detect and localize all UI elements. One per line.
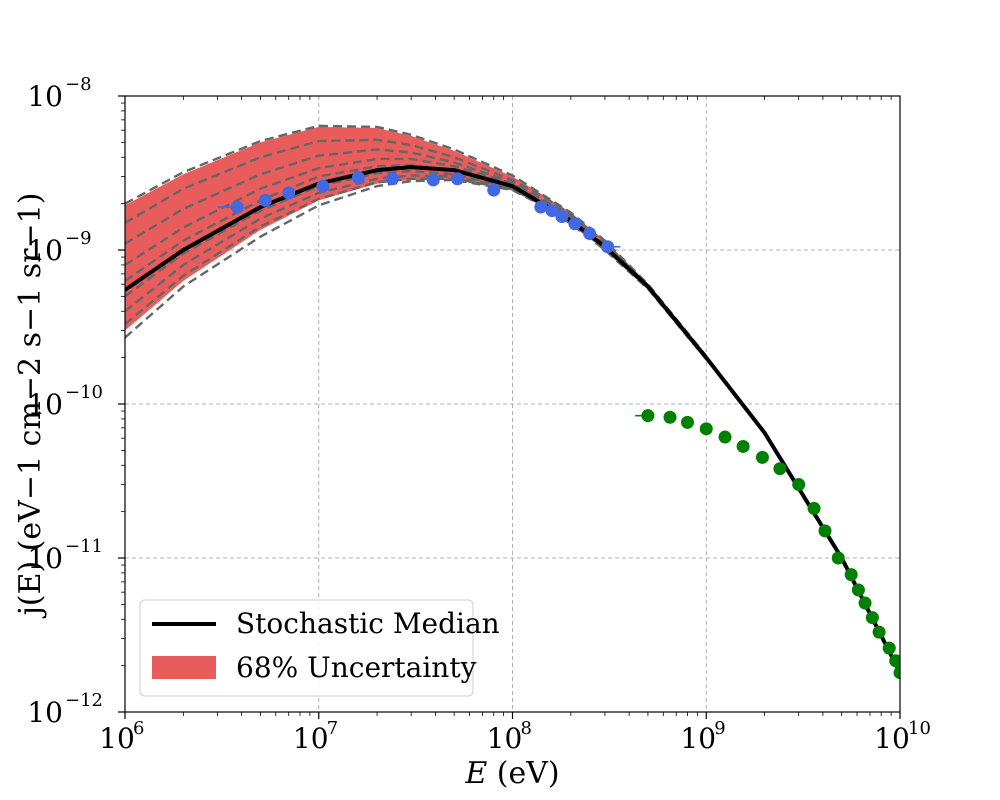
- green-data-point: [893, 666, 900, 680]
- green-data-point: [755, 450, 769, 464]
- blue-data-point: [426, 173, 440, 187]
- x-tick-label: 10: [293, 722, 329, 755]
- x-axis-label: E (eV): [464, 756, 559, 791]
- legend: Stochastic Median 68% Uncertainty: [139, 599, 500, 697]
- green-data-point: [872, 625, 886, 639]
- blue-data-point: [351, 171, 365, 185]
- realisation-dashed-curve: [125, 178, 708, 361]
- y-tick-label: 10: [27, 696, 63, 729]
- y-tick-exponent: −9: [65, 228, 92, 249]
- blue-data-point: [534, 200, 548, 214]
- blue-data-point: [601, 240, 615, 254]
- legend-median-label: Stochastic Median: [236, 607, 500, 640]
- y-tick-exponent: −12: [65, 690, 103, 711]
- blue-data-point: [487, 183, 501, 197]
- green-data-point: [807, 501, 821, 515]
- y-tick-label: 10: [27, 234, 63, 267]
- green-data-point: [865, 611, 879, 625]
- blue-data-point: [258, 193, 272, 207]
- uncertainty-band: [125, 126, 648, 331]
- green-data-point: [773, 462, 787, 476]
- plot-area: [125, 124, 900, 680]
- blue-data-point: [230, 200, 244, 214]
- green-data-point: [641, 409, 655, 423]
- realisation-dashed-curve: [125, 169, 708, 360]
- blue-data-point: [385, 172, 399, 186]
- blue-data-point: [316, 179, 330, 193]
- x-tick-label: 10: [680, 722, 716, 755]
- green-data-point: [663, 410, 677, 424]
- green-data-point: [882, 641, 896, 655]
- x-tick-exponent: 7: [327, 718, 338, 739]
- x-tick-exponent: 9: [714, 718, 725, 739]
- legend-band-label: 68% Uncertainty: [236, 651, 477, 684]
- realisation-dashed-curve: [125, 124, 708, 357]
- x-tick-label: 10: [487, 722, 523, 755]
- median-curve: [125, 165, 900, 674]
- green-data-point: [699, 422, 713, 436]
- x-tick-label: 10: [99, 722, 135, 755]
- blue-data-point: [583, 226, 597, 240]
- x-tick-exponent: 10: [908, 718, 931, 739]
- green-data-point: [851, 583, 865, 597]
- blue-data-point: [282, 186, 296, 200]
- y-tick-exponent: −10: [65, 382, 103, 403]
- y-tick-label: 10: [27, 388, 63, 421]
- y-tick-label: 10: [27, 542, 63, 575]
- x-tick-exponent: 6: [133, 718, 144, 739]
- legend-box: [139, 599, 474, 697]
- green-data-point: [680, 415, 694, 429]
- y-tick-exponent: −8: [65, 74, 92, 95]
- x-tick-exponent: 8: [521, 718, 532, 739]
- x-tick-label: 10: [874, 722, 910, 755]
- blue-data-point: [568, 217, 582, 231]
- blue-data-point: [545, 204, 559, 218]
- y-tick-label: 10: [27, 80, 63, 113]
- green-data-point: [831, 551, 845, 565]
- green-data-point: [858, 596, 872, 610]
- legend-band-swatch: [152, 656, 216, 679]
- green-data-point: [736, 439, 750, 453]
- axis-labels: E (eV) j(E) (eV−1 cm−2 s−1 sr−1): [13, 193, 560, 791]
- green-data-point: [792, 478, 806, 492]
- y-axis-label: j(E) (eV−1 cm−2 s−1 sr−1): [13, 193, 48, 619]
- blue-data-point: [555, 210, 569, 224]
- green-data-point: [844, 568, 858, 582]
- blue-data-point: [450, 172, 464, 186]
- green-data-point: [818, 524, 832, 538]
- green-data-point: [889, 654, 900, 668]
- green-data-point: [718, 430, 732, 444]
- y-tick-exponent: −11: [65, 536, 103, 557]
